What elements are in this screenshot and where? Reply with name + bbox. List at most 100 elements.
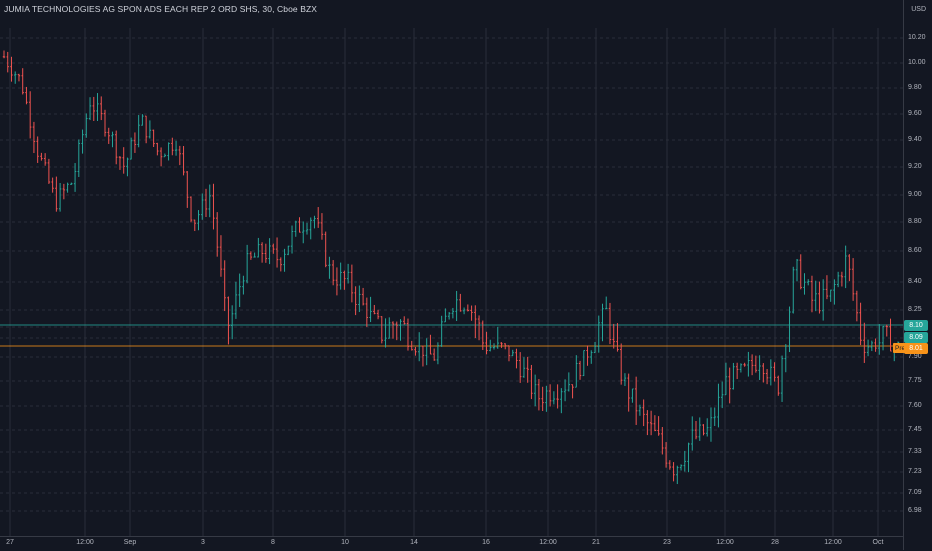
ohlc-bar (43, 153, 47, 166)
ohlc-bar (485, 331, 488, 355)
ohlc-bar (575, 355, 578, 388)
time-tick-label: 8 (271, 539, 275, 546)
time-tick-label: 12:00 (76, 539, 94, 546)
ohlc-bar (515, 348, 518, 369)
ohlc-bar (601, 303, 604, 342)
price-tick-label: 9.00 (908, 191, 922, 198)
ohlc-bar (152, 129, 155, 147)
ohlc-bar (627, 373, 630, 412)
ohlc-bar (698, 417, 701, 441)
time-tick-label: 28 (771, 539, 779, 546)
ohlc-bar (339, 262, 342, 290)
ohlc-bar (481, 320, 484, 351)
ohlc-bar (489, 339, 492, 352)
time-tick-label: 27 (6, 539, 14, 546)
ohlc-bar (264, 243, 268, 263)
ohlc-bar (578, 360, 582, 380)
ohlc-bar (260, 242, 264, 263)
time-tick-label: 23 (663, 539, 671, 546)
ohlc-bar (859, 302, 862, 346)
ohlc-bar (81, 129, 84, 154)
ohlc-bar (874, 338, 877, 352)
ohlc-bar (717, 383, 720, 428)
ohlc-bar (418, 332, 421, 362)
ohlc-bar (369, 296, 372, 323)
price-tick-label: 10.00 (908, 59, 926, 66)
ohlc-bar (563, 379, 567, 402)
price-tick-label: 9.80 (908, 84, 922, 91)
ohlc-bar (870, 340, 874, 352)
ohlc-bar (227, 296, 230, 345)
price-tick-label: 9.40 (908, 136, 922, 143)
ohlc-bar (279, 257, 283, 272)
ohlc-bar (590, 350, 593, 364)
ohlc-bar (32, 121, 36, 154)
price-tick-label: 7.09 (908, 489, 922, 496)
ohlc-bar (133, 132, 137, 153)
ohlc-bar (335, 267, 339, 296)
ohlc-bar (14, 71, 17, 84)
ohlc-bar (17, 73, 21, 82)
time-tick-label: Sep (123, 539, 137, 546)
ohlc-bar (444, 308, 447, 323)
ohlc-bar (500, 342, 503, 348)
ohlc-bar (148, 120, 152, 139)
ohlc-bar (429, 334, 432, 355)
ohlc-bar (230, 305, 234, 340)
ohlc-bar (863, 322, 866, 363)
price-tick-label: 7.33 (908, 448, 922, 455)
ohlc-bar (807, 279, 810, 286)
ohlc-bar (365, 297, 369, 327)
price-axis[interactable] (903, 0, 932, 550)
ohlc-bar (313, 215, 316, 229)
ohlc-bar (21, 68, 24, 95)
ohlc-bar (70, 182, 73, 185)
ohlc-bar (182, 146, 185, 176)
ohlc-bar (492, 343, 496, 350)
ohlc-bar (208, 184, 211, 218)
ohlc-bar (309, 217, 312, 240)
ohlc-bar (414, 346, 417, 356)
ohlc-bar (88, 97, 92, 121)
ohlc-bar (519, 352, 522, 383)
ohlc-bar (664, 442, 668, 468)
ohlc-bar (249, 251, 253, 260)
ohlc-bar (346, 263, 350, 284)
ohlc-bar (373, 304, 376, 315)
ohlc-bar (328, 256, 331, 279)
ohlc-bar (174, 140, 178, 156)
ohlc-bar (2, 50, 6, 59)
ohlc-bar (619, 343, 623, 385)
ohlc-bar (455, 290, 458, 321)
ohlc-bar (10, 56, 13, 82)
ohlc-bar (36, 136, 39, 163)
time-tick-label: 10 (341, 539, 349, 546)
ohlc-bar (762, 363, 765, 383)
price-tick-label: 10.20 (908, 34, 926, 41)
ohlc-bar (631, 388, 634, 403)
ohlc-bar (769, 359, 773, 386)
ohlc-bar (530, 364, 533, 400)
ohlc-bar (92, 96, 95, 121)
ohlc-bar (354, 286, 357, 316)
ohlc-bar (646, 410, 649, 436)
ohlc-bar (403, 316, 406, 325)
ohlc-bar (545, 385, 548, 412)
ohlc-bar (395, 321, 398, 341)
ohlc-bar (384, 318, 387, 348)
ohlc-bar (691, 416, 694, 451)
ohlc-bar (676, 465, 679, 485)
ohlc-bar (474, 305, 477, 339)
ohlc-bar (302, 221, 305, 244)
ohlc-bar (287, 245, 290, 256)
time-axis[interactable] (0, 536, 903, 551)
ohlc-bar (159, 147, 163, 167)
ohlc-bar (129, 137, 133, 160)
ohlc-bar (141, 114, 144, 126)
second-price-tag: 8.09 (904, 332, 928, 343)
ohlc-bar (391, 321, 395, 339)
ohlc-bar (754, 355, 758, 373)
ohlc-bar (212, 183, 215, 230)
